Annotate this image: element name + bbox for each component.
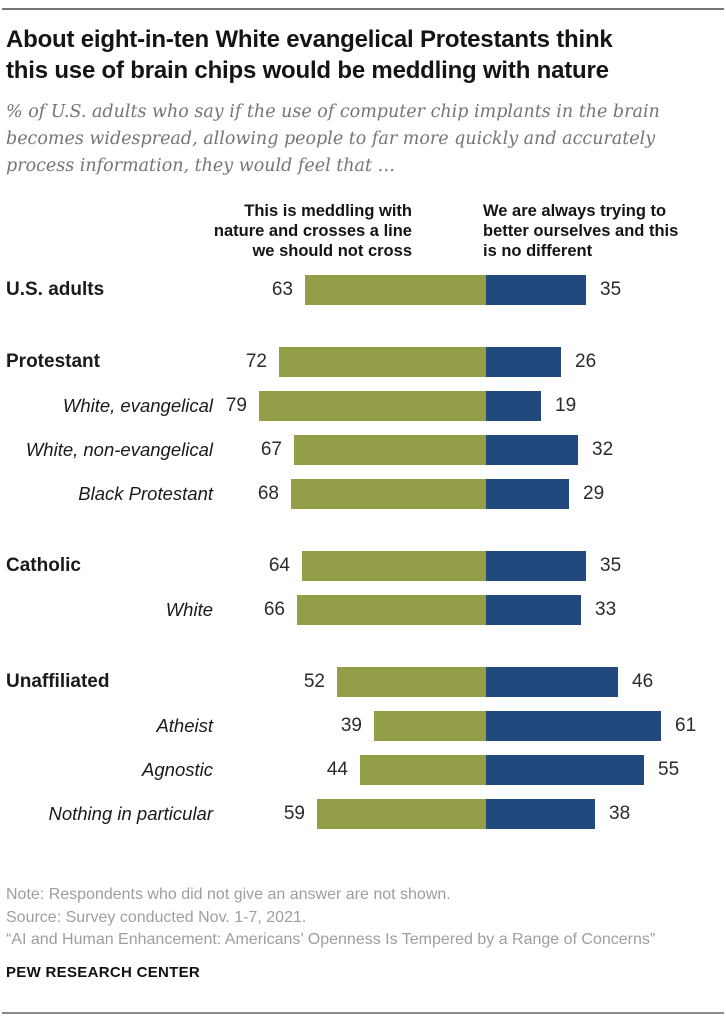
brand: PEW RESEARCH CENTER — [6, 964, 201, 981]
chart-title: About eight-in-ten White evangelical Pro… — [6, 24, 724, 86]
chart-title-line-1: About eight-in-ten White evangelical Pro… — [6, 26, 613, 53]
note-text: Note: Respondents who did not give an an… — [6, 886, 451, 903]
chart-row: U.S. adults 63 35 — [0, 275, 726, 305]
value-meddling: 39 — [340, 715, 362, 736]
bottom-rule — [2, 1012, 724, 1014]
value-better: 32 — [592, 439, 614, 460]
value-meddling: 67 — [260, 439, 282, 460]
bar-better — [486, 667, 618, 697]
chart-row: Atheist 39 61 — [0, 711, 726, 741]
source-text: Source: Survey conducted Nov. 1-7, 2021. — [6, 908, 307, 926]
column-header-meddling-line-1: This is meddling with — [244, 202, 412, 220]
row-label: Nothing in particular — [48, 803, 213, 824]
bar-better — [486, 551, 586, 581]
row-label: Unaffiliated — [6, 671, 110, 692]
value-better: 29 — [583, 483, 605, 504]
chart-row: Black Protestant 68 29 — [0, 479, 726, 509]
bar-meddling — [302, 551, 486, 581]
value-meddling: 68 — [257, 483, 279, 504]
bar-better — [486, 479, 569, 509]
bar-better — [486, 435, 578, 465]
value-better: 19 — [555, 395, 577, 416]
bar-meddling — [297, 595, 486, 625]
column-header-better: We are always trying to better ourselves… — [483, 201, 678, 261]
bar-meddling — [259, 391, 486, 421]
bar-meddling — [317, 799, 486, 829]
report-title: “AI and Human Enhancement: Americans’ Op… — [6, 931, 656, 948]
value-meddling: 64 — [268, 555, 290, 576]
value-meddling: 72 — [245, 351, 267, 372]
chart-row: White, non-evangelical 67 32 — [0, 435, 726, 465]
value-better: 35 — [600, 555, 622, 576]
chart-row: White 66 33 — [0, 595, 726, 625]
value-meddling: 52 — [303, 671, 325, 692]
value-better: 33 — [595, 599, 617, 620]
chart-section: Protestant 72 26 White, evangelical 79 19 Whit… — [0, 347, 726, 509]
column-header-meddling-line-2: nature and crosses a line — [213, 222, 412, 240]
chart-rows: U.S. adults 63 35 Protestant 72 26 White, evan… — [0, 275, 726, 871]
row-label: Agnostic — [142, 759, 213, 780]
column-header-better-line-1: We are always trying to — [483, 202, 667, 220]
bar-meddling — [279, 347, 486, 377]
chart-subtitle-line-2: becomes widespread, allowing people to f… — [6, 129, 656, 149]
chart-row: White, evangelical 79 19 — [0, 391, 726, 421]
value-meddling: 59 — [283, 803, 305, 824]
chart-row: Nothing in particular 59 38 — [0, 799, 726, 829]
value-better: 61 — [675, 715, 697, 736]
bar-better — [486, 275, 586, 305]
bar-better — [486, 799, 595, 829]
bar-better — [486, 391, 541, 421]
row-label: Catholic — [6, 555, 81, 576]
bar-better — [486, 755, 644, 785]
chart-section: Catholic 64 35 White 66 33 — [0, 551, 726, 625]
row-label: Atheist — [156, 715, 213, 736]
value-meddling: 63 — [271, 279, 293, 300]
chart-row: Unaffiliated 52 46 — [0, 667, 726, 697]
row-label: Protestant — [6, 351, 100, 372]
value-meddling: 44 — [326, 759, 348, 780]
row-label: U.S. adults — [6, 279, 105, 300]
column-header-better-line-2: better ourselves and this — [483, 222, 679, 240]
column-header-better-line-3: is no different — [483, 242, 593, 260]
bar-better — [486, 347, 561, 377]
row-label: White, evangelical — [62, 395, 213, 416]
value-better: 35 — [600, 279, 622, 300]
chart-subtitle-line-3: process information, they would feel tha… — [6, 156, 396, 176]
bar-meddling — [305, 275, 486, 305]
column-header-meddling: This is meddling with nature and crosses… — [214, 201, 412, 261]
bar-meddling — [337, 667, 486, 697]
bar-meddling — [360, 755, 486, 785]
top-rule — [2, 8, 724, 10]
value-better: 38 — [609, 803, 631, 824]
bar-better — [486, 595, 581, 625]
bar-meddling — [291, 479, 486, 509]
chart-title-line-2: this use of brain chips would be meddlin… — [6, 57, 609, 84]
column-header-meddling-line-3: we should not cross — [252, 242, 412, 260]
chart-row: Protestant 72 26 — [0, 347, 726, 377]
row-label: Black Protestant — [78, 483, 213, 504]
row-label: White, non-evangelical — [25, 439, 213, 460]
chart-footer: Note: Respondents who did not give an an… — [6, 884, 724, 952]
bar-better — [486, 711, 661, 741]
value-better: 26 — [575, 351, 597, 372]
value-meddling: 66 — [263, 599, 285, 620]
chart-row: Catholic 64 35 — [0, 551, 726, 581]
value-better: 55 — [658, 759, 680, 780]
chart-section: Unaffiliated 52 46 Atheist 39 61 Agnostic 44 55 N… — [0, 667, 726, 829]
value-better: 46 — [632, 671, 654, 692]
bar-meddling — [294, 435, 486, 465]
bar-meddling — [374, 711, 486, 741]
row-label: White — [165, 599, 213, 620]
chart-section: U.S. adults 63 35 — [0, 275, 726, 305]
chart-subtitle: % of U.S. adults who say if the use of c… — [6, 99, 724, 180]
value-meddling: 79 — [225, 395, 247, 416]
chart-subtitle-line-1: % of U.S. adults who say if the use of c… — [6, 102, 660, 122]
chart-row: Agnostic 44 55 — [0, 755, 726, 785]
